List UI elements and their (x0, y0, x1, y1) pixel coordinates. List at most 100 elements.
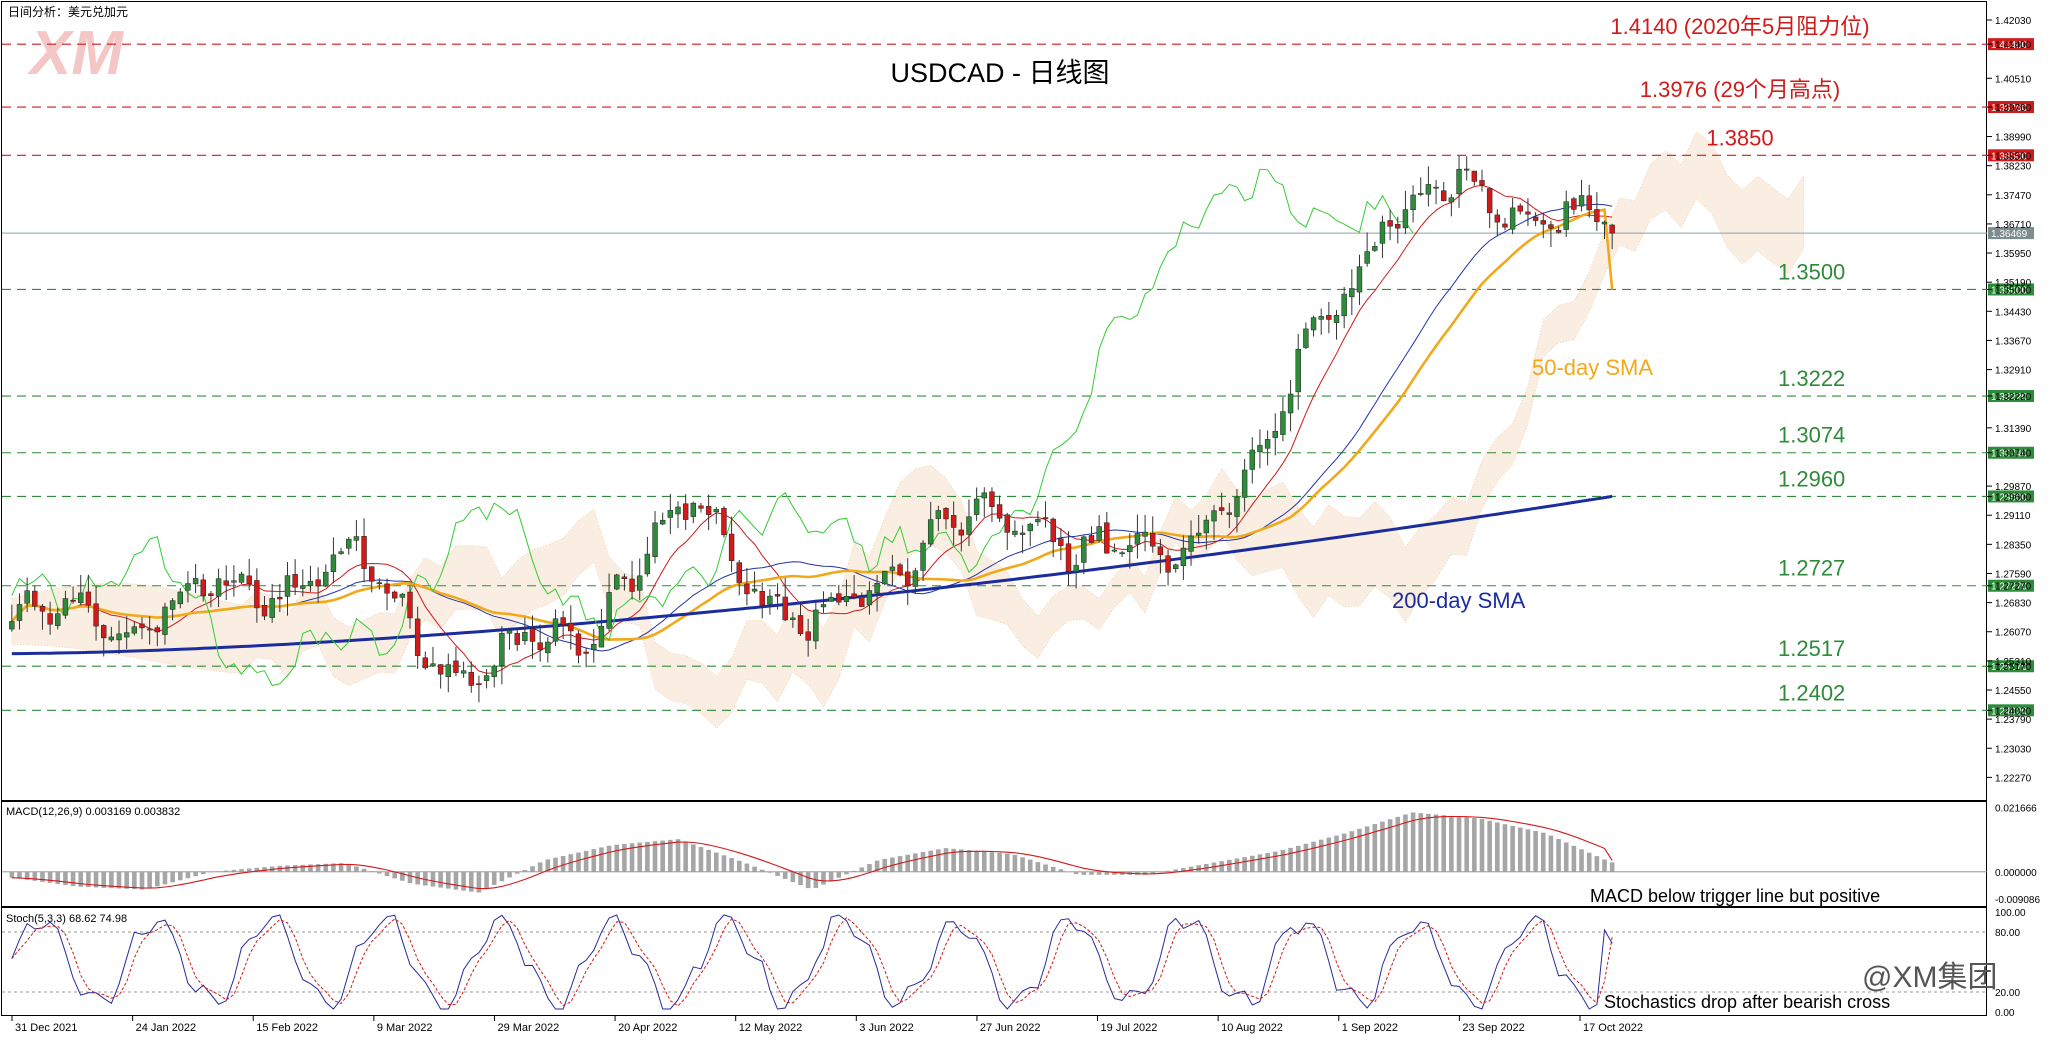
candle-down (1571, 198, 1577, 210)
candle-down (1004, 514, 1010, 533)
macd-histogram-bar (1410, 812, 1416, 872)
candle-down (1226, 512, 1233, 515)
macd-histogram-bar (1326, 837, 1332, 872)
candle-down (774, 594, 781, 597)
tenkan-sen-line (11, 184, 1613, 674)
level-axis-tag-bg-3 (1988, 283, 2034, 296)
level-label-7: 1.2727 (1778, 556, 1845, 581)
macd-histogram-bar (1158, 871, 1163, 873)
macd-histogram-bar (867, 864, 872, 872)
macd-histogram-bar (1426, 813, 1431, 872)
candle-down (1609, 224, 1615, 234)
candle-up (1188, 535, 1194, 552)
candle-up (545, 641, 551, 654)
candle-up (353, 536, 360, 541)
candle-up (920, 542, 926, 571)
macd-histogram-bar (798, 871, 803, 886)
macd-histogram-bar (200, 871, 206, 875)
macd-histogram-bar (1004, 853, 1010, 872)
candle-up (445, 664, 451, 678)
macd-histogram-bar (1012, 854, 1018, 872)
candle-up (751, 588, 758, 592)
macd-histogram-bar (1472, 817, 1477, 872)
candle-down (905, 571, 911, 587)
price-tick-label: 1.36710 (1995, 220, 2032, 231)
candle-up (1234, 496, 1240, 517)
candle-up (55, 613, 61, 626)
macd-histogram-bar (645, 841, 650, 872)
candle-up (231, 580, 237, 583)
candle-up (346, 538, 352, 549)
level-label-4: 1.3222 (1778, 366, 1845, 391)
macd-tick-label: 0.000000 (1995, 868, 2037, 879)
level-label-8: 1.2517 (1778, 636, 1845, 661)
macd-histogram-bar (109, 871, 114, 889)
candle-up (1241, 469, 1248, 498)
macd-histogram-bar (9, 871, 15, 878)
macd-histogram-bar (1035, 862, 1041, 872)
sma200-label: 200-day SMA (1392, 588, 1526, 613)
candle-down (721, 508, 727, 536)
level-axis-tag-bg-2 (1988, 149, 2034, 162)
macd-histogram-bar (897, 856, 903, 872)
macd-histogram-bar (231, 869, 237, 872)
macd-histogram-bar (346, 864, 352, 872)
macd-histogram-bar (315, 864, 321, 872)
time-tick-label: 10 Aug 2022 (1221, 1022, 1283, 1034)
candle-down (101, 625, 107, 639)
macd-histogram-bar (1334, 835, 1339, 872)
macd-histogram-bar (614, 844, 620, 872)
macd-histogram-bar (331, 863, 336, 872)
candle-down (1502, 223, 1508, 228)
macd-histogram-bar (1540, 832, 1546, 872)
macd-histogram-bar (1227, 859, 1232, 872)
candle-down (261, 604, 268, 617)
macd-histogram-bar (782, 871, 788, 879)
macd-histogram-bar (262, 867, 267, 872)
candle-up (116, 633, 122, 641)
candle-up (1356, 266, 1363, 293)
candle-down (1058, 538, 1064, 546)
candle-down (246, 575, 252, 585)
sma50-label: 50-day SMA (1532, 355, 1653, 380)
candle-down (514, 633, 520, 645)
time-tick-label: 23 Sep 2022 (1462, 1022, 1524, 1034)
macd-histogram-bar (1089, 871, 1094, 875)
candle-up (192, 578, 199, 585)
macd-histogram-bar (384, 871, 390, 876)
macd-histogram-bar (216, 871, 221, 872)
macd-histogram-bar (882, 858, 888, 872)
macd-histogram-bar (400, 871, 405, 881)
candle-up (169, 600, 176, 610)
price-tick-label: 1.23790 (1995, 715, 2032, 726)
candle-up (767, 595, 773, 605)
price-tick-label: 1.24020 (1995, 706, 2032, 717)
sma50-line (10, 208, 1614, 641)
candle-up (1127, 545, 1133, 553)
macd-histogram-bar (338, 863, 344, 872)
macd-histogram-bar (1096, 871, 1102, 875)
candle-up (185, 583, 191, 591)
macd-histogram-bar (377, 871, 382, 874)
candle-up (269, 598, 275, 618)
macd-histogram-bar (177, 871, 183, 881)
level-axis-tag-9: 1.24020 (1991, 706, 2028, 717)
macd-tick-label: 0.021666 (1995, 803, 2037, 814)
candle-up (889, 566, 896, 571)
candle-down (414, 618, 421, 656)
candle-up (981, 492, 987, 499)
candle-down (1517, 205, 1523, 212)
candle-up (1027, 523, 1033, 532)
candle-down (1594, 209, 1600, 222)
candle-up (399, 593, 406, 598)
candle-up (1379, 221, 1386, 244)
price-tick-label: 1.32910 (1995, 366, 2032, 377)
stoch-panel-frame (1, 907, 1987, 1016)
candle-down (47, 613, 53, 625)
macd-histogram-bar (1357, 828, 1362, 872)
macd-histogram-bar (170, 871, 175, 883)
candle-down (369, 566, 375, 582)
price-tick-label: 1.38230 (1995, 162, 2032, 173)
candle-down (1065, 543, 1072, 573)
macd-histogram-bar (1280, 849, 1286, 872)
